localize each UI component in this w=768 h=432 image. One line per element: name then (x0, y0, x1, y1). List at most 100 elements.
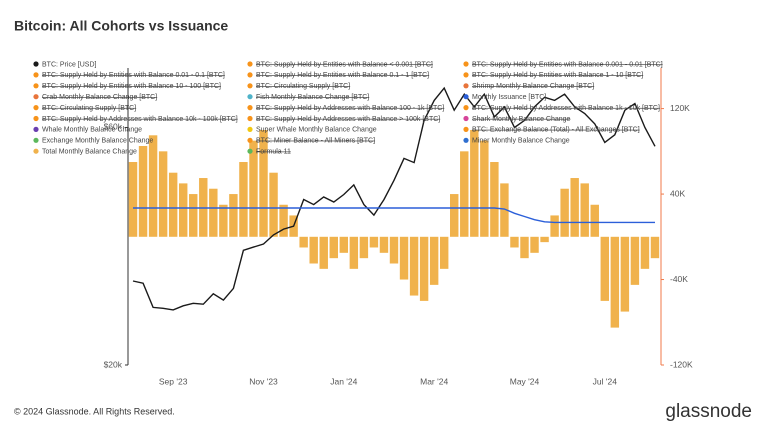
y2-tick-label: 120K (670, 103, 690, 113)
legend-label[interactable]: BTC: Circulating Supply [BTC] (256, 83, 350, 90)
legend-label[interactable]: Exchange Monthly Balance Change (42, 138, 153, 145)
bar (490, 162, 499, 237)
legend-label[interactable]: Fish Monthly Balance Change [BTC] (256, 94, 369, 101)
bar (480, 140, 489, 237)
bar (319, 236, 328, 269)
legend-marker (463, 137, 469, 143)
bar (209, 188, 218, 237)
legend-marker (33, 83, 39, 89)
issuance-line (133, 207, 655, 224)
legend-label[interactable]: BTC: Supply Held by Addresses with Balan… (472, 105, 660, 112)
legend-label[interactable]: BTC: Supply Held by Entities with Balanc… (256, 72, 429, 79)
bar (460, 151, 469, 237)
legend-label[interactable]: BTC: Supply Held by Entities with Balanc… (42, 72, 225, 79)
legend-label[interactable]: Super Whale Monthly Balance Change (256, 127, 377, 134)
logo: glassnode (665, 401, 752, 422)
x-tick-label: Sep '23 (159, 376, 188, 386)
legend-label[interactable]: BTC: Miner Balance - All Miners [BTC] (256, 138, 375, 145)
legend-marker (33, 115, 39, 122)
bar (359, 236, 369, 259)
legend-marker (33, 148, 39, 154)
bar (178, 183, 188, 237)
legend-marker (463, 72, 469, 78)
bar (128, 162, 138, 237)
legend-marker (247, 72, 253, 78)
legend-marker (247, 137, 253, 143)
bar (530, 236, 539, 253)
copyright: © 2024 Glassnode. All Rights Reserved. (14, 406, 175, 416)
x-tick-label: Jul '24 (593, 376, 618, 386)
legend-label[interactable]: BTC: Supply Held by Entities with Balanc… (472, 61, 663, 68)
legend-label[interactable]: Crab Monthly Balance Change [BTC] (42, 94, 157, 101)
bar (550, 215, 559, 237)
y-tick-label: $20k (104, 359, 123, 369)
legend-label[interactable]: BTC: Circulating Supply [BTC] (42, 105, 136, 112)
legend-marker (247, 105, 253, 111)
bar (560, 188, 569, 237)
legend-marker (463, 94, 469, 100)
legend-marker (463, 105, 469, 111)
legend-marker (33, 126, 39, 132)
legend-label[interactable]: Total Monthly Balance Change (42, 149, 137, 156)
bar (148, 135, 158, 237)
bar (239, 162, 248, 237)
bar (590, 204, 599, 237)
legend-marker (247, 83, 253, 89)
bar (229, 194, 238, 237)
legend-marker (33, 72, 39, 78)
bar (309, 236, 318, 264)
legend-label[interactable]: Shark Monthly Balance Change (472, 116, 571, 123)
bar (630, 236, 640, 285)
legend-label[interactable]: BTC: Supply Held by Addresses with Balan… (42, 116, 238, 123)
legend-label[interactable]: BTC: Price [USD] (42, 61, 97, 68)
bar (168, 172, 178, 237)
legend-label[interactable]: Miner Monthly Balance Change (472, 138, 570, 145)
legend-label[interactable]: Formula 11 (256, 149, 291, 156)
legend-label[interactable]: BTC: Exchange Balance (Total) - All Exch… (472, 127, 640, 134)
bar (349, 236, 359, 269)
bar (610, 236, 620, 328)
x-tick-label: Mar '24 (420, 376, 448, 386)
legend-label[interactable]: BTC: Supply Held by Entities with Balanc… (42, 83, 221, 90)
bar (640, 236, 650, 269)
bar (279, 204, 288, 237)
legend-label[interactable]: BTC: Supply Held by Addresses with Balan… (256, 116, 440, 123)
bar (249, 140, 258, 237)
bar (299, 236, 308, 248)
legend-label[interactable]: BTC: Supply Held by Addresses with Balan… (256, 105, 444, 112)
bar (399, 236, 409, 280)
y2-tick-label: 40K (670, 188, 685, 198)
bar (510, 236, 519, 248)
bar (409, 236, 419, 296)
legend-marker (247, 148, 253, 154)
y-tick-label: $60k (104, 122, 123, 132)
price-line (132, 86, 656, 311)
bar (580, 183, 589, 237)
x-tick-label: May '24 (510, 376, 540, 386)
bar (329, 236, 338, 259)
legend-marker (463, 126, 469, 132)
legend-marker (463, 61, 469, 67)
bar (650, 236, 660, 259)
bar (620, 236, 630, 312)
x-tick-label: Jan '24 (330, 376, 357, 386)
legend-marker (247, 94, 253, 100)
legend-label[interactable]: BTC: Supply Held by Entities with Balanc… (472, 72, 643, 79)
bar (450, 194, 459, 237)
legend-marker (247, 61, 253, 67)
bar (138, 145, 148, 237)
bar (540, 236, 549, 243)
bar (600, 236, 610, 301)
y2-tick-label: -120K (670, 359, 693, 369)
legend-label[interactable]: Whale Monthly Balance Change (42, 127, 142, 134)
legend-label[interactable]: Monthly Issuance [BTC] (472, 94, 546, 101)
bar (189, 194, 198, 237)
legend-marker (463, 115, 469, 122)
legend-label[interactable]: BTC: Supply Held by Entities with Balanc… (256, 61, 433, 68)
legend-label[interactable]: Shrimp Monthly Balance Change [BTC] (472, 83, 594, 90)
bar (419, 236, 429, 301)
bar (439, 236, 449, 269)
legend-marker (33, 105, 39, 111)
bar (520, 236, 529, 259)
legend-marker (33, 137, 39, 143)
